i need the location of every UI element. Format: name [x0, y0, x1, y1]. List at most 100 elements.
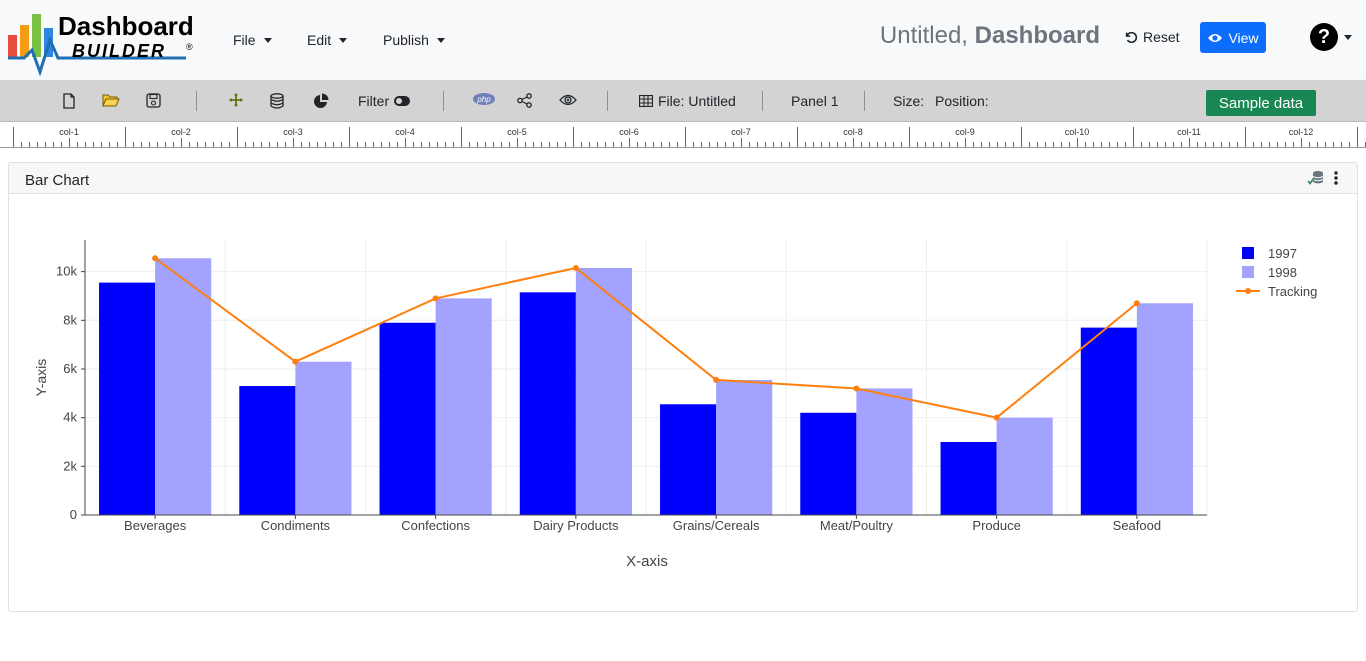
- x-axis-title: X-axis: [626, 553, 668, 570]
- bar-1997: [660, 404, 717, 515]
- filter-toggle[interactable]: Filter: [358, 93, 411, 109]
- bar-1997: [379, 322, 436, 515]
- position-readout: Position:: [935, 93, 989, 109]
- x-tick-label: Produce: [972, 518, 1020, 533]
- view-button[interactable]: View: [1200, 22, 1266, 53]
- chevron-down-icon: [1344, 34, 1352, 40]
- chevron-down-icon: [339, 37, 348, 43]
- preview-button[interactable]: [559, 93, 577, 107]
- edit-menu-label: Edit: [307, 32, 332, 48]
- add-panel-button[interactable]: [229, 93, 243, 107]
- bar-1997: [940, 441, 997, 515]
- y-tick-label: 0: [70, 507, 77, 522]
- top-navbar: Dashboard BUILDER ® File Edit Publish Un…: [0, 0, 1366, 80]
- ruler-label: col-11: [1177, 127, 1201, 137]
- bar-1998: [155, 258, 212, 515]
- publish-menu-label: Publish: [383, 32, 429, 48]
- chart-type-button[interactable]: [313, 93, 329, 109]
- filter-label: Filter: [358, 93, 390, 109]
- bar-chart[interactable]: 0 2k 4k 6k 8k 10k Beverages Condiments Confectio…: [9, 163, 1359, 613]
- bar-1998: [295, 361, 352, 515]
- ruler-label: col-4: [395, 127, 415, 137]
- chevron-down-icon: [436, 37, 445, 43]
- panel-selector[interactable]: Panel 1: [791, 93, 838, 109]
- y-tick-label: 8k: [63, 312, 77, 327]
- php-export-button[interactable]: php: [473, 93, 495, 105]
- ruler-label: col-7: [731, 127, 751, 137]
- legend-label: 1997: [1268, 246, 1297, 261]
- table-icon: [639, 95, 653, 107]
- legend-marker-tracking: [1245, 288, 1251, 294]
- bar-1997: [1080, 327, 1137, 515]
- bar-1998: [996, 417, 1053, 515]
- ruler-label: col-12: [1289, 127, 1314, 137]
- x-tick-label: Meat/Poultry: [820, 518, 893, 533]
- bar-1998: [1136, 303, 1193, 515]
- file-name-label: File: Untitled: [658, 93, 736, 109]
- eye-icon: [559, 94, 577, 106]
- toolbar-divider: [196, 91, 197, 111]
- y-tick-label: 10k: [56, 264, 77, 279]
- dashboard-builder-logo[interactable]: Dashboard BUILDER ®: [6, 10, 196, 77]
- tracking-point: [713, 376, 720, 383]
- panel-header: Bar Chart: [9, 163, 1357, 194]
- sample-data-button[interactable]: Sample data: [1206, 90, 1316, 116]
- new-file-button[interactable]: [62, 93, 76, 109]
- ruler-label: col-8: [843, 127, 863, 137]
- logo-text-dashboard: Dashboard: [58, 11, 194, 41]
- tracking-point: [1133, 300, 1140, 307]
- panel-header-icons: [1307, 170, 1339, 186]
- file-menu-label: File: [233, 32, 256, 48]
- x-tick-label: Confections: [401, 518, 470, 533]
- legend-swatch-1997: [1242, 247, 1254, 259]
- more-vertical-icon[interactable]: [1333, 170, 1339, 186]
- x-tick-label: Grains/Cereals: [673, 518, 760, 533]
- bar-1997: [99, 282, 156, 515]
- question-icon: ?: [1310, 23, 1338, 51]
- database-icon: [270, 93, 284, 109]
- logo-text-builder: BUILDER: [72, 41, 166, 61]
- move-plus-icon: [229, 93, 243, 107]
- document-name: Untitled,: [879, 22, 968, 49]
- file-menu[interactable]: File: [233, 32, 272, 48]
- legend-swatch-1998: [1242, 266, 1254, 278]
- ruler-label: col-2: [171, 127, 191, 137]
- bar-1998: [856, 388, 913, 515]
- publish-menu[interactable]: Publish: [383, 32, 445, 48]
- eye-icon: [1208, 33, 1223, 42]
- open-folder-button[interactable]: [102, 93, 120, 108]
- save-button[interactable]: [146, 93, 161, 108]
- bar-1998: [716, 379, 773, 515]
- x-tick-label: Beverages: [124, 518, 187, 533]
- database-button[interactable]: [270, 93, 284, 109]
- x-tick-label: Seafood: [1113, 518, 1161, 533]
- pie-chart-icon: [314, 93, 329, 108]
- toolbar: Filter php File: Untitled Panel 1 Size: [0, 80, 1366, 122]
- reset-button[interactable]: Reset: [1124, 29, 1180, 45]
- bar-1997: [800, 412, 857, 515]
- chevron-down-icon: [263, 37, 272, 43]
- document-type: Dashboard: [974, 22, 1100, 49]
- ruler-label: col-10: [1065, 127, 1090, 137]
- chart-panel[interactable]: Bar Chart 0 2k 4k 6k 8k 10k Beverages Condiment…: [8, 162, 1358, 612]
- edit-menu[interactable]: Edit: [307, 32, 348, 48]
- position-label: Position:: [935, 93, 989, 109]
- bar-1997: [239, 386, 296, 515]
- x-tick-label: Condiments: [261, 518, 331, 533]
- ruler-label: col-3: [283, 127, 303, 137]
- toggle-icon: [394, 96, 411, 106]
- ruler-label: col-5: [507, 127, 527, 137]
- tracking-line: [154, 257, 1138, 419]
- tracking-point: [853, 385, 860, 392]
- share-button[interactable]: [517, 93, 532, 108]
- view-label: View: [1228, 29, 1259, 46]
- reset-label: Reset: [1143, 29, 1180, 45]
- new-file-icon: [63, 93, 75, 109]
- panel-label: Panel 1: [791, 93, 839, 109]
- ruler-label: col-9: [955, 127, 975, 137]
- help-button[interactable]: ?: [1310, 23, 1352, 51]
- data-source-check-icon[interactable]: [1307, 170, 1325, 186]
- ruler-graphic: col-1 col-2 col-3 col-4 col-5 col-6 col-7 col-8…: [0, 127, 1366, 148]
- toolbar-divider: [607, 91, 608, 111]
- undo-icon: [1125, 31, 1138, 44]
